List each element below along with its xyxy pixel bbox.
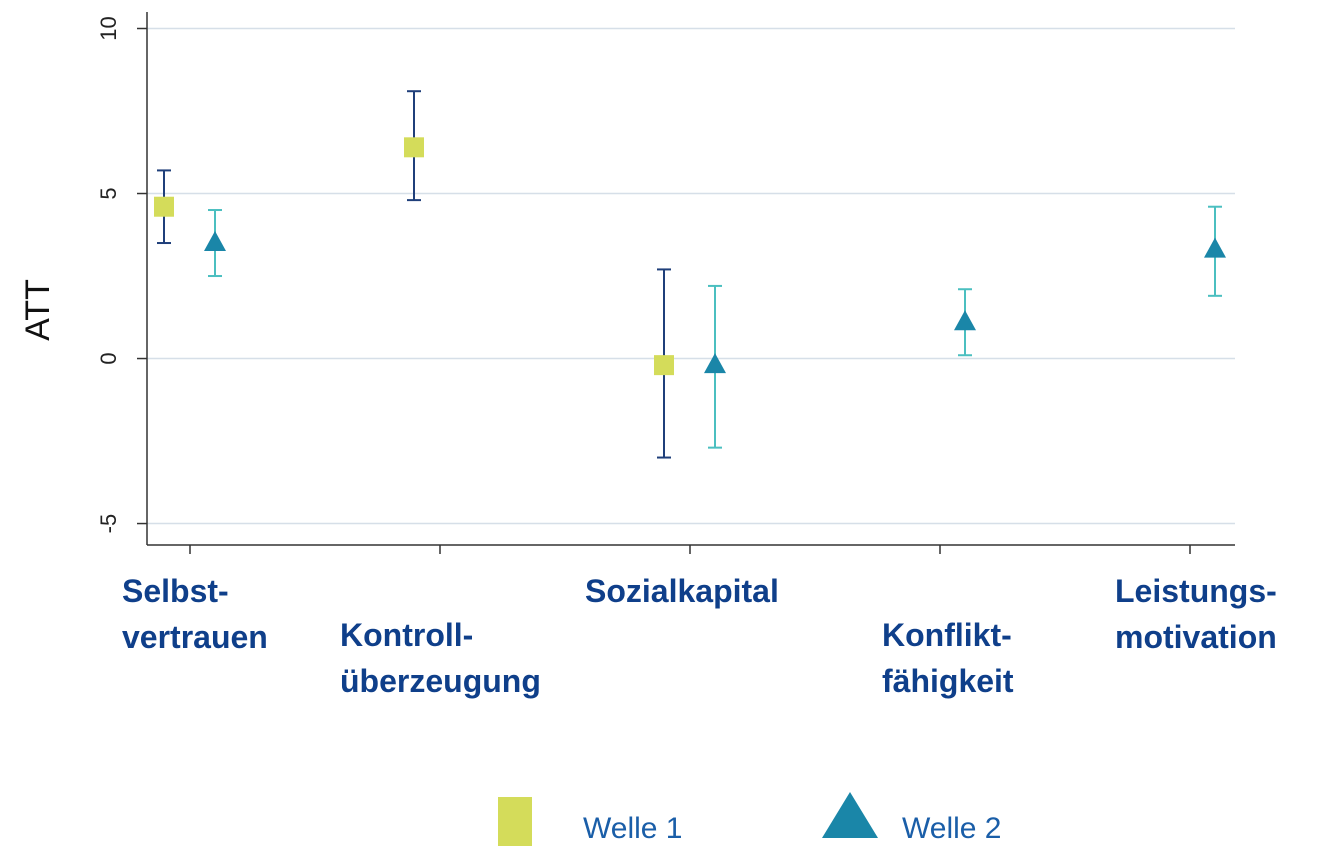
point	[654, 355, 674, 376]
x-tick-label: Leistungs- motivation	[1115, 573, 1277, 655]
point	[1204, 237, 1226, 258]
legend-swatch	[822, 792, 878, 838]
y-tick-label: 10	[96, 16, 121, 40]
point	[154, 196, 174, 217]
point	[704, 353, 726, 374]
point	[954, 310, 976, 331]
y-tick-label: 5	[96, 187, 121, 199]
y-axis-label: ATT	[19, 279, 57, 341]
x-tick-label: Selbst- vertrauen	[122, 573, 268, 655]
x-tick-label: Kontroll- überzeugung	[340, 617, 541, 699]
legend-label: Welle 1	[583, 812, 683, 845]
legend-swatch	[498, 797, 532, 846]
legend-label: Welle 2	[902, 812, 1002, 845]
y-tick-label: -5	[96, 514, 121, 534]
point	[404, 137, 424, 158]
point	[204, 231, 226, 252]
y-tick-label: 0	[96, 352, 121, 364]
x-tick-label: Konflikt- fähigkeit	[882, 617, 1014, 699]
x-tick-label: Sozialkapital	[585, 573, 779, 609]
